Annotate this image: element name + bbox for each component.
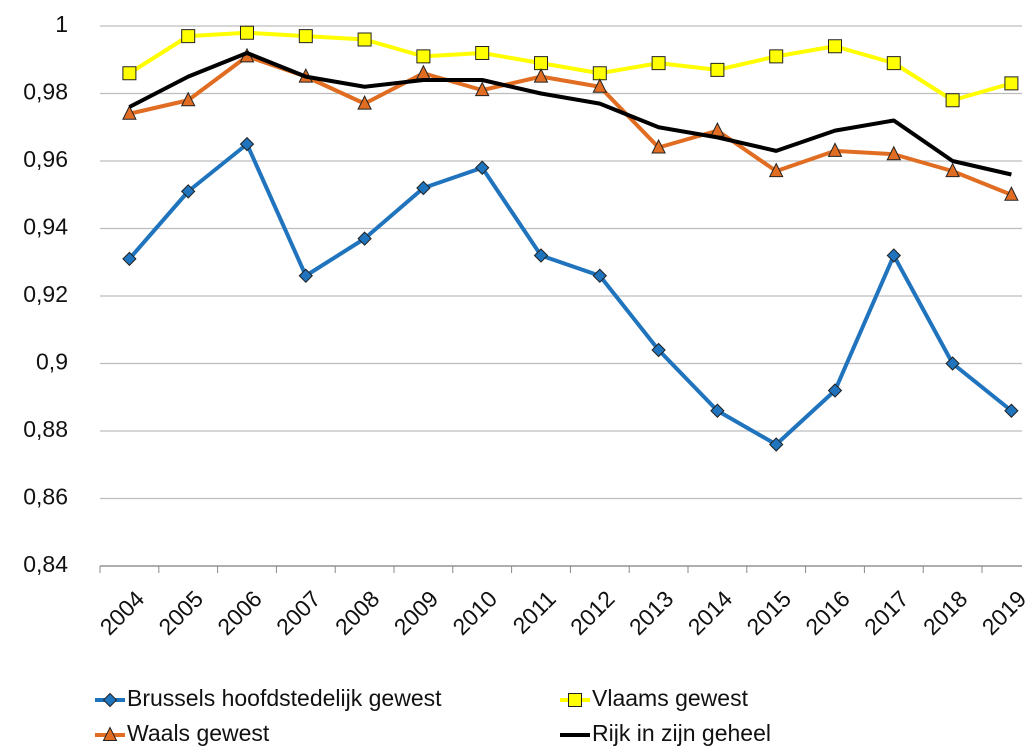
legend-item: Rijk in zijn geheel [560,720,771,746]
marker [827,383,843,398]
y-tick-label: 1 [55,11,68,37]
marker [568,693,582,707]
y-tick-label: 0,92 [23,281,68,307]
x-tick-label: 2016 [800,585,855,640]
y-tick-label: 0,84 [23,551,68,577]
legend-label: Vlaams gewest [592,685,749,711]
x-tick-label: 2008 [330,585,385,640]
marker [298,29,313,44]
marker [827,142,843,157]
marker [592,66,607,81]
y-tick-label: 0,86 [23,484,68,510]
legend-label: Brussels hoofdstedelijk gewest [127,685,442,711]
marker [886,248,902,263]
series-line [128,30,1012,103]
x-tick-label: 2006 [212,585,267,640]
marker [416,64,431,80]
legend-label: Rijk in zijn geheel [592,720,771,746]
marker [357,32,372,47]
marker [945,356,960,371]
marker [102,692,118,708]
marker [416,180,431,196]
marker [357,231,372,246]
x-tick-label: 2019 [977,585,1028,640]
marker [945,93,960,108]
marker [651,138,666,154]
marker [651,342,666,358]
marker [102,726,118,741]
marker [180,184,196,199]
marker [122,66,137,81]
y-tick-label: 0,96 [23,146,68,172]
marker [533,68,549,83]
marker [710,122,725,137]
y-tick-label: 0,9 [36,349,68,375]
x-tick-label: 2010 [447,585,502,640]
marker [298,268,314,283]
marker [768,437,784,452]
marker [181,29,196,44]
marker [1004,76,1019,91]
marker [122,105,137,120]
legend-item: Brussels hoofdstedelijk gewest [95,685,442,711]
x-tick-label: 2011 [507,585,560,638]
marker [475,46,490,60]
marker [769,49,784,64]
x-tick-label: 2014 [683,585,738,640]
legend-item: Waals gewest [95,720,270,746]
marker [357,95,372,110]
marker [474,81,490,97]
marker [828,39,842,54]
marker [886,56,901,71]
marker [651,56,666,71]
x-tick-label: 2009 [389,585,444,640]
x-tick-label: 2015 [741,585,796,640]
legend-item: Vlaams gewest [560,685,749,711]
marker [592,268,608,283]
marker [592,78,608,93]
marker [534,56,548,71]
marker [180,91,196,107]
series-line [128,51,1012,177]
marker [768,162,784,178]
x-tick-label: 2018 [918,585,973,640]
marker [886,145,902,161]
series-line [127,142,1013,447]
x-tick-label: 2012 [565,585,620,640]
marker [533,248,549,263]
marker [710,403,725,418]
marker [1004,403,1019,418]
legend-label: Waals gewest [127,720,270,746]
x-tick-label: 2017 [859,585,914,640]
marker [945,162,960,178]
marker [710,62,725,77]
x-tick-label: 2004 [95,585,150,640]
x-tick-label: 2007 [271,585,326,640]
marker [1004,186,1019,201]
marker [474,160,490,175]
y-tick-label: 0,94 [23,214,68,240]
marker [240,25,254,40]
y-tick-label: 0,88 [23,416,68,442]
y-tick-label: 0,98 [23,79,68,105]
marker [122,251,137,267]
marker [416,49,431,64]
marker [239,136,255,152]
x-tick-label: 2005 [153,585,208,640]
x-tick-label: 2013 [624,585,679,640]
